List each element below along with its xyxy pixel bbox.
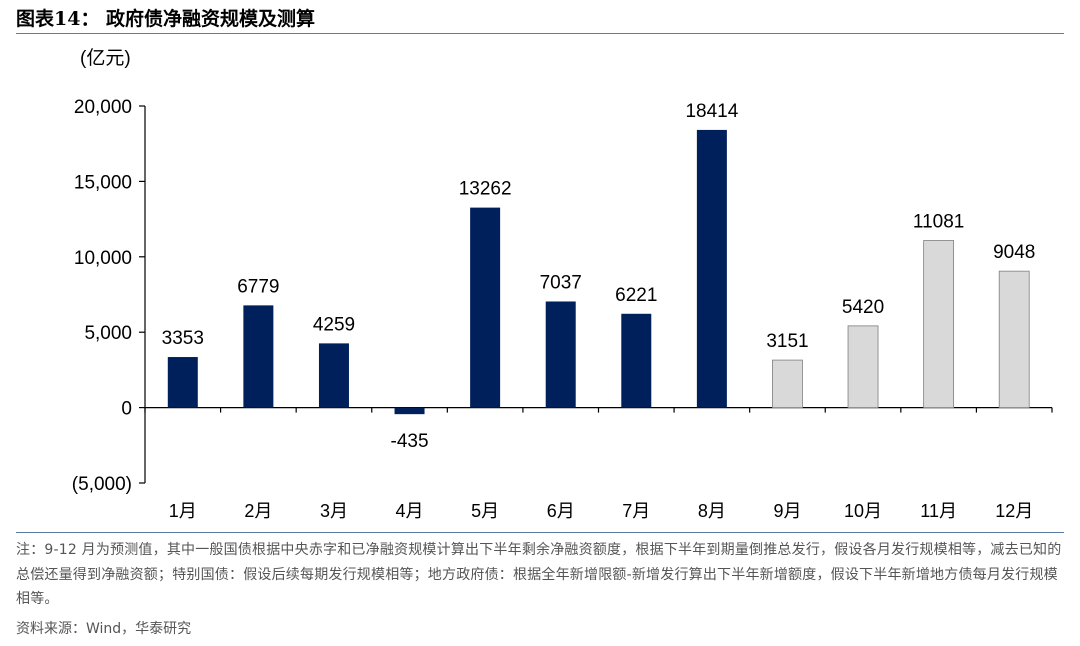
actual-bar xyxy=(696,129,727,408)
y-tick-label: 10,000 xyxy=(74,248,132,269)
x-category-label: 1月 xyxy=(169,501,197,521)
y-tick-label: (5,000) xyxy=(72,474,132,495)
x-category-label: 3月 xyxy=(320,501,348,521)
bar-chart: (5,000) 0 5,000 10,000 15,000 20,000 (亿元) 3353… xyxy=(72,47,1053,521)
actual-bar xyxy=(394,407,425,415)
bar-value-label: 6779 xyxy=(237,276,279,297)
x-category-label: 11月 xyxy=(920,501,957,521)
forecast-bar xyxy=(847,325,879,408)
title-rule xyxy=(16,33,1064,34)
bar-value-label: 5420 xyxy=(842,297,884,318)
chart-bars xyxy=(167,129,1030,415)
y-tick-label: 20,000 xyxy=(74,97,132,118)
x-category-label: 9月 xyxy=(773,501,801,521)
y-tick-label: 0 xyxy=(121,399,132,420)
y-tick-label: 5,000 xyxy=(84,323,132,344)
figure-title: 图表14： 政府债净融资规模及测算 xyxy=(16,8,316,30)
bar-value-label: 11081 xyxy=(913,211,964,232)
chart-labels: 3353 1月 6779 2月 4259 3月 -435 4月 13262 5月 7037 6月 622… xyxy=(162,101,1036,521)
x-category-label: 6月 xyxy=(547,501,575,521)
bar-value-label: 7037 xyxy=(540,272,582,293)
x-category-label: 4月 xyxy=(396,501,424,521)
actual-bar xyxy=(167,357,198,408)
actual-bar xyxy=(545,301,576,408)
bar-value-label: 3151 xyxy=(766,331,808,352)
y-tick-label: 15,000 xyxy=(74,172,132,193)
x-category-label: 2月 xyxy=(244,501,272,521)
chart-axes: (5,000) 0 5,000 10,000 15,000 20,000 (亿元) xyxy=(72,47,1053,495)
chart-source: 资料来源：Wind，华泰研究 xyxy=(16,621,192,637)
bar-value-label: 6221 xyxy=(615,285,657,306)
bar-value-label: 4259 xyxy=(313,314,355,335)
x-category-label: 8月 xyxy=(698,501,726,521)
bar-value-label: 9048 xyxy=(993,242,1035,263)
y-unit-label: (亿元) xyxy=(80,47,131,69)
actual-bar xyxy=(243,305,274,408)
forecast-bar xyxy=(998,270,1030,408)
chart-note: 注：9-12 月为预测值，其中一般国债根据中央赤字和已净融资规模计算出下半年剩余… xyxy=(16,542,1062,607)
actual-bar xyxy=(470,207,501,408)
bar-value-label: -435 xyxy=(391,431,429,452)
forecast-bar xyxy=(923,240,955,409)
x-category-label: 10月 xyxy=(844,501,882,521)
bar-value-label: 3353 xyxy=(162,328,204,349)
bar-value-label: 18414 xyxy=(685,101,738,122)
forecast-bar xyxy=(772,359,803,408)
footer-rule xyxy=(16,532,1064,533)
actual-bar xyxy=(318,343,349,408)
x-category-label: 7月 xyxy=(622,501,650,521)
x-category-label: 5月 xyxy=(471,501,499,521)
bar-value-label: 13262 xyxy=(459,179,512,200)
actual-bar xyxy=(621,313,652,408)
x-category-label: 12月 xyxy=(995,501,1033,521)
